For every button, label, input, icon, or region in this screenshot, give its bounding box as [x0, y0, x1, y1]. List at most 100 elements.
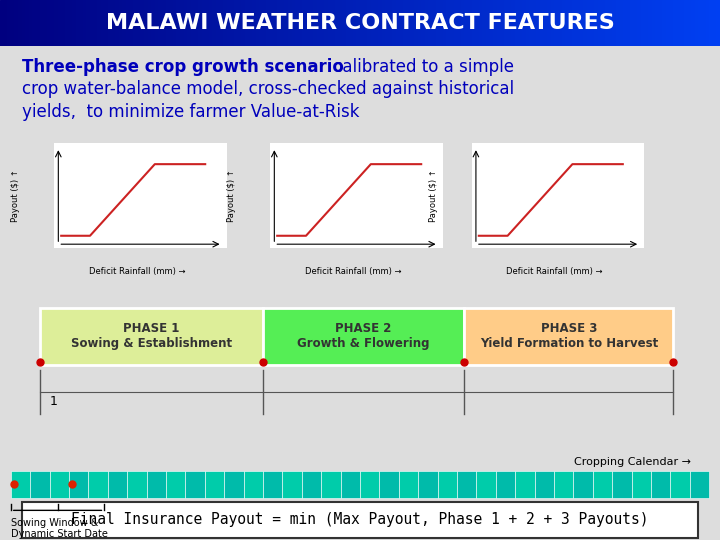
Bar — [263, 471, 282, 498]
Bar — [331, 0, 335, 46]
Bar — [349, 0, 353, 46]
Text: PHASE 1
Sowing & Establishment: PHASE 1 Sowing & Establishment — [71, 322, 232, 350]
Bar — [115, 0, 119, 46]
Bar — [655, 0, 659, 46]
Bar — [346, 0, 349, 46]
Bar — [7, 0, 11, 46]
Bar — [608, 0, 612, 46]
Bar — [40, 0, 43, 46]
Bar — [108, 471, 127, 498]
Bar — [534, 471, 554, 498]
Text: Final Insurance Payout = min (Max Payout, Phase 1 + 2 + 3 Payouts): Final Insurance Payout = min (Max Payout… — [71, 512, 649, 526]
Text: calibrated to a simple: calibrated to a simple — [328, 58, 513, 76]
Text: PHASE 2
Growth & Flowering: PHASE 2 Growth & Flowering — [297, 322, 430, 350]
Bar — [144, 0, 148, 46]
Bar — [313, 0, 317, 46]
Bar — [583, 0, 587, 46]
Bar — [659, 0, 662, 46]
Bar — [673, 0, 677, 46]
Bar — [270, 0, 274, 46]
Text: PHASE 3
Yield Formation to Harvest: PHASE 3 Yield Formation to Harvest — [480, 322, 658, 350]
Bar — [518, 0, 522, 46]
Bar — [684, 0, 688, 46]
Bar — [641, 0, 644, 46]
Bar — [252, 0, 256, 46]
Bar — [691, 0, 695, 46]
Bar — [651, 471, 670, 498]
Bar — [407, 0, 410, 46]
Bar — [590, 0, 594, 46]
Bar — [184, 0, 187, 46]
Bar — [328, 0, 331, 46]
Bar — [72, 0, 76, 46]
Bar — [22, 502, 698, 537]
Bar — [558, 0, 562, 46]
Bar — [425, 0, 428, 46]
Text: Cropping Calendar →: Cropping Calendar → — [575, 457, 691, 467]
Bar — [709, 0, 713, 46]
Bar — [540, 0, 544, 46]
Bar — [554, 471, 573, 498]
Bar — [493, 0, 497, 46]
Bar — [472, 0, 475, 46]
Bar — [454, 0, 457, 46]
Bar — [101, 0, 104, 46]
Bar — [166, 471, 186, 498]
Bar — [418, 471, 438, 498]
Bar — [133, 0, 137, 46]
Text: yields,  to minimize farmer Value-at-Risk: yields, to minimize farmer Value-at-Risk — [22, 103, 359, 121]
Bar — [32, 0, 36, 46]
Bar — [479, 0, 482, 46]
Text: Deficit Rainfall (mm) →: Deficit Rainfall (mm) → — [305, 267, 401, 276]
Bar — [572, 0, 576, 46]
Bar — [50, 0, 54, 46]
Bar — [464, 0, 468, 46]
Bar — [169, 0, 173, 46]
Bar — [400, 0, 403, 46]
Bar — [392, 0, 396, 46]
Bar — [677, 0, 680, 46]
Bar — [299, 0, 302, 46]
Bar — [670, 471, 690, 498]
Bar — [108, 0, 112, 46]
Bar — [155, 0, 158, 46]
Bar — [526, 0, 529, 46]
Bar — [508, 0, 511, 46]
Bar — [457, 471, 477, 498]
Bar — [626, 0, 630, 46]
Bar — [68, 0, 72, 46]
Bar — [457, 0, 461, 46]
Bar — [22, 0, 25, 46]
Bar — [243, 471, 263, 498]
Bar — [713, 0, 716, 46]
Bar — [241, 0, 245, 46]
Bar — [277, 0, 281, 46]
Bar — [389, 0, 392, 46]
Bar — [446, 0, 450, 46]
Bar — [25, 0, 29, 46]
Bar — [245, 0, 248, 46]
Text: 1: 1 — [50, 395, 58, 408]
Bar — [688, 0, 691, 46]
Bar — [47, 0, 50, 46]
Bar — [382, 0, 385, 46]
Bar — [69, 471, 89, 498]
Bar — [43, 0, 47, 46]
Bar — [670, 0, 673, 46]
Bar — [403, 0, 407, 46]
Bar — [50, 471, 69, 498]
Bar — [432, 0, 436, 46]
Text: MALAWI WEATHER CONTRACT FEATURES: MALAWI WEATHER CONTRACT FEATURES — [106, 13, 614, 33]
Bar — [274, 0, 277, 46]
Bar — [335, 0, 338, 46]
Bar — [497, 0, 500, 46]
Bar — [522, 0, 526, 46]
Bar — [204, 471, 224, 498]
Bar — [292, 0, 295, 46]
Bar — [482, 0, 486, 46]
Bar — [256, 0, 259, 46]
Bar — [147, 471, 166, 498]
Text: Three-phase crop growth scenario: Three-phase crop growth scenario — [22, 58, 343, 76]
Bar — [475, 0, 479, 46]
Bar — [716, 0, 720, 46]
